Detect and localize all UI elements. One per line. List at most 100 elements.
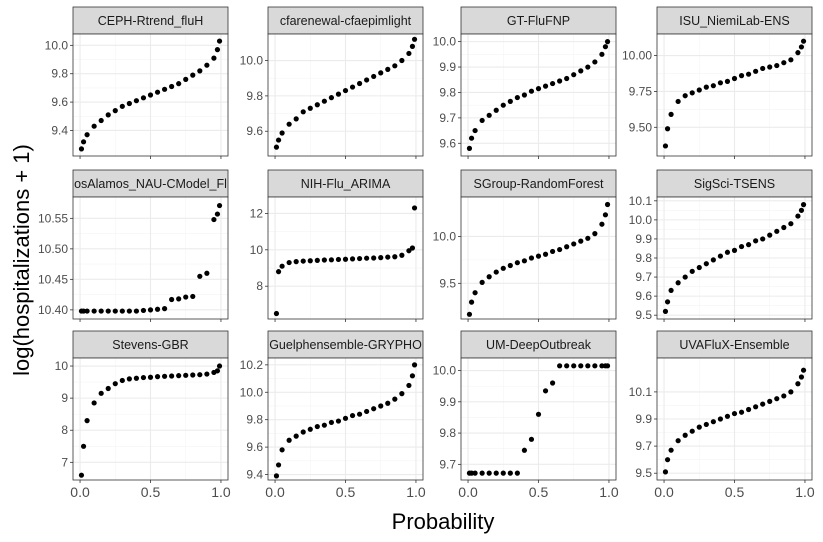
- data-point: [724, 413, 731, 419]
- data-point: [342, 256, 349, 262]
- data-point: [321, 422, 327, 428]
- data-point: [604, 39, 611, 45]
- data-point: [542, 251, 549, 257]
- data-point: [514, 470, 520, 476]
- data-point: [119, 308, 125, 314]
- data-point: [133, 308, 140, 314]
- panel-title: GT-FluFNP: [507, 14, 570, 28]
- data-point: [682, 274, 688, 280]
- data-point: [795, 381, 801, 387]
- y-tick-label: 9.9: [439, 395, 456, 409]
- data-point: [479, 470, 485, 476]
- y-tick-label: 10.0: [433, 35, 457, 49]
- data-point: [190, 293, 196, 300]
- data-point: [293, 116, 299, 122]
- data-point: [126, 308, 132, 314]
- panel-5: osAlamos_NAU-CModel_Fl 10.40 10.45 10.50 10.…: [38, 169, 229, 322]
- data-point: [571, 363, 577, 369]
- data-point: [664, 126, 671, 132]
- y-tick-label: 10.1: [629, 385, 653, 399]
- data-point: [335, 91, 342, 97]
- panel-strip: [267, 6, 424, 35]
- data-point: [300, 429, 306, 435]
- data-point: [300, 258, 306, 264]
- y-tick-label: 9.9: [635, 412, 652, 426]
- data-point: [204, 270, 210, 276]
- data-point: [675, 438, 681, 444]
- y-tick-label: 9.8: [635, 251, 652, 265]
- data-point: [275, 137, 282, 143]
- y-tick-label: 10: [55, 359, 69, 373]
- data-point: [80, 139, 87, 145]
- x-tick-label: 1.0: [211, 484, 231, 500]
- panel-3: GT-FluFNP 9.6 9.7 9.8 9.9 10.0: [433, 6, 617, 159]
- data-point: [798, 207, 805, 213]
- panel-title: UM-DeepOutbreak: [486, 338, 592, 352]
- y-axis-title: log(hospitalizations + 1): [9, 144, 34, 376]
- data-point: [371, 255, 377, 261]
- data-point: [147, 92, 154, 98]
- panel-strip: [72, 6, 229, 35]
- data-point: [112, 308, 118, 314]
- y-tick-label: 9.50: [629, 120, 653, 134]
- data-point: [190, 72, 196, 78]
- data-point: [689, 90, 695, 96]
- data-point: [279, 447, 285, 453]
- y-tick-label: 10.0: [45, 38, 69, 52]
- data-point: [745, 242, 752, 248]
- data-point: [275, 269, 282, 275]
- panel-title: UVAFluX-Ensemble: [679, 338, 789, 352]
- data-point: [717, 253, 724, 259]
- data-point: [411, 36, 418, 42]
- data-point: [406, 248, 412, 254]
- data-point: [321, 98, 327, 104]
- data-point: [703, 421, 709, 428]
- data-point: [795, 213, 801, 219]
- data-point: [731, 410, 738, 417]
- data-point: [84, 132, 90, 138]
- data-point: [321, 257, 327, 263]
- panel-9: Stevens-GBR 7 8 9 10 0.0 0.5 1.0: [55, 330, 231, 500]
- data-point: [214, 211, 221, 217]
- data-point: [293, 433, 299, 439]
- data-point: [356, 255, 363, 262]
- data-point: [564, 75, 570, 82]
- data-point: [696, 264, 702, 271]
- data-point: [717, 80, 724, 86]
- data-point: [682, 432, 688, 438]
- data-point: [668, 287, 674, 294]
- data-point: [409, 245, 416, 251]
- data-point: [293, 259, 299, 265]
- data-point: [154, 374, 161, 380]
- data-point: [664, 457, 671, 463]
- y-tick-label: 9.5: [635, 466, 652, 480]
- data-point: [371, 73, 377, 80]
- y-tick-label: 8: [256, 279, 263, 293]
- data-point: [528, 88, 535, 94]
- data-point: [112, 108, 118, 114]
- data-point: [378, 70, 384, 76]
- data-point: [169, 373, 175, 379]
- data-point: [549, 380, 556, 386]
- y-tick-label: 10: [250, 243, 264, 257]
- panel-11: UM-DeepOutbreak 9.7 9.8 9.9 10.0 0.0 0.5 1.0: [433, 330, 619, 500]
- data-point: [604, 201, 611, 208]
- data-point: [183, 372, 189, 378]
- data-point: [275, 462, 282, 468]
- data-point: [91, 308, 97, 314]
- data-point: [385, 66, 391, 72]
- y-tick-label: 10.1: [629, 194, 653, 208]
- data-point: [140, 95, 147, 101]
- data-point: [696, 87, 702, 93]
- data-point: [176, 81, 182, 87]
- y-tick-label: 9.4: [51, 123, 68, 137]
- y-tick-label: 9.8: [439, 426, 456, 440]
- data-point: [486, 470, 492, 476]
- panel-title: SigSci-TSENS: [694, 177, 775, 191]
- data-point: [472, 127, 478, 134]
- panel-strip: [656, 330, 813, 359]
- y-tick-label: 10.45: [38, 272, 68, 286]
- data-point: [279, 130, 285, 136]
- y-tick-label: 9.6: [246, 124, 263, 138]
- data-point: [328, 419, 335, 426]
